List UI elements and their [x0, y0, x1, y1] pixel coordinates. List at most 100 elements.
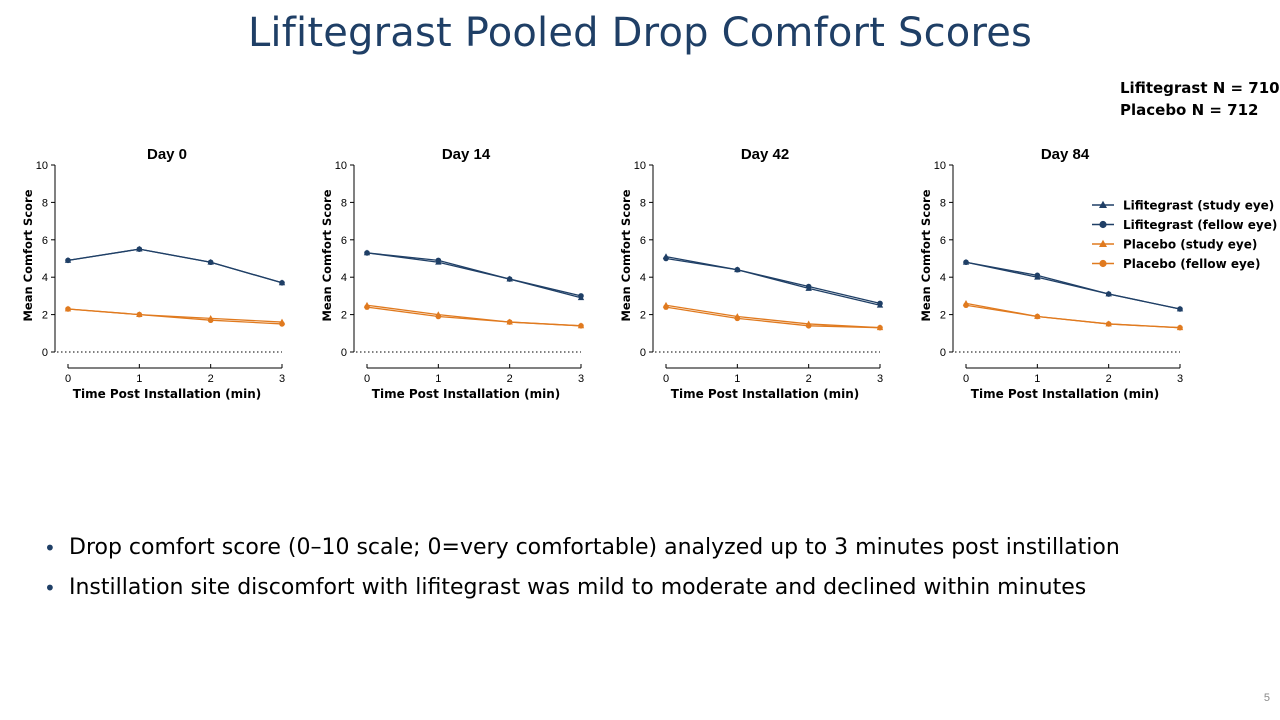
y-tick-label: 8 — [341, 197, 347, 209]
x-tick-label: 2 — [806, 373, 812, 385]
series-line — [665, 304, 881, 329]
legend-label: Placebo (study eye) — [1123, 238, 1257, 252]
y-tick-label: 6 — [640, 235, 646, 247]
data-point — [805, 283, 812, 290]
data-point — [877, 300, 883, 307]
y-tick-label: 4 — [341, 272, 347, 284]
y-tick-label: 2 — [640, 310, 646, 322]
y-tick-label: 0 — [640, 347, 646, 359]
x-tick-label: 2 — [208, 373, 214, 385]
bullet-dot-icon: • — [44, 576, 56, 600]
data-point — [663, 255, 669, 262]
bullet-text: Drop comfort score (0–10 scale; 0=very c… — [69, 535, 1120, 560]
y-tick-label: 10 — [36, 160, 48, 172]
x-axis-label: Time Post Installation (min) — [671, 387, 859, 401]
y-tick-label: 8 — [640, 197, 646, 209]
x-tick-label: 3 — [1177, 373, 1183, 385]
chart-panel: Day 0 0 2 4 6 8 10 0 1 2 3 Time Post Installation (… — [21, 146, 286, 401]
bullet-text: Instillation site discomfort with lifite… — [69, 575, 1087, 600]
legend-marker — [1099, 200, 1107, 208]
y-tick-label: 8 — [42, 197, 48, 209]
y-tick-label: 0 — [42, 347, 48, 359]
legend-marker — [1099, 220, 1107, 229]
data-point — [207, 317, 214, 324]
series-line — [665, 257, 881, 305]
data-point — [136, 311, 143, 318]
y-tick-label: 4 — [640, 272, 646, 284]
y-tick-label: 10 — [934, 160, 946, 172]
data-point — [1034, 272, 1041, 279]
series-line — [665, 306, 881, 329]
chart-title: Day 84 — [1041, 146, 1090, 163]
x-axis-label: Time Post Installation (min) — [971, 387, 1159, 401]
slide-title: Lifitegrast Pooled Drop Comfort Scores — [247, 10, 1033, 56]
chart-panel: Day 84 0 2 4 6 8 10 0 1 2 3 Time Post Installation … — [919, 146, 1184, 401]
y-tick-label: 10 — [634, 160, 646, 172]
chart-panel: Day 14 0 2 4 6 8 10 0 1 2 3 Time Post Installation … — [320, 146, 585, 401]
series-line — [665, 255, 881, 306]
data-point — [1105, 321, 1112, 327]
data-point — [279, 280, 285, 286]
data-point — [663, 304, 669, 310]
data-point — [1034, 313, 1041, 320]
chart-title: Day 0 — [147, 146, 187, 163]
y-tick-label: 2 — [341, 310, 347, 322]
y-tick-label: 0 — [341, 347, 347, 359]
y-tick-label: 6 — [940, 235, 946, 247]
series-line — [67, 308, 283, 325]
data-point — [1177, 324, 1183, 331]
y-tick-label: 4 — [940, 272, 946, 284]
y-tick-label: 6 — [341, 235, 347, 247]
page-number: 5 — [1263, 692, 1270, 704]
x-tick-label: 1 — [136, 373, 142, 385]
series-line — [965, 304, 1181, 329]
legend-marker — [1099, 239, 1107, 247]
series-line — [67, 248, 283, 284]
y-tick-label: 4 — [42, 272, 48, 284]
data-point — [734, 266, 741, 273]
y-axis-label: Mean Comfort Score — [919, 189, 933, 321]
placebo-n-label: Placebo N = 712 — [1120, 101, 1259, 119]
series-line — [366, 252, 582, 297]
data-point — [578, 323, 584, 329]
x-tick-label: 2 — [507, 373, 513, 385]
legend-label: Lifitegrast (fellow eye) — [1123, 218, 1277, 232]
series-line — [965, 261, 1181, 310]
y-tick-label: 2 — [940, 310, 946, 322]
data-point — [364, 304, 370, 310]
x-tick-label: 2 — [1106, 373, 1112, 385]
chart-panel: Day 42 0 2 4 6 8 10 0 1 2 3 Time Post Installation … — [619, 146, 884, 401]
data-point — [877, 324, 883, 331]
x-tick-label: 0 — [65, 373, 71, 385]
y-tick-label: 8 — [940, 197, 946, 209]
legend-label: Lifitegrast (study eye) — [1123, 199, 1274, 213]
y-axis-label: Mean Comfort Score — [21, 189, 35, 321]
x-tick-label: 0 — [364, 373, 370, 385]
data-point — [1105, 291, 1112, 297]
chart-title: Day 42 — [741, 146, 789, 163]
y-tick-label: 2 — [42, 310, 48, 322]
x-tick-label: 1 — [435, 373, 441, 385]
legend-label: Placebo (fellow eye) — [1123, 257, 1260, 271]
data-point — [136, 246, 143, 252]
lifitegrast-n-label: Lifitegrast N = 710 — [1120, 79, 1280, 97]
data-point — [364, 250, 370, 256]
data-point — [65, 306, 71, 312]
series-line — [965, 302, 1181, 329]
x-axis-label: Time Post Installation (min) — [372, 387, 560, 401]
data-point — [734, 315, 741, 322]
x-tick-label: 0 — [963, 373, 969, 385]
sample-size-box: Lifitegrast N = 710 Placebo N = 712 — [1120, 77, 1280, 121]
y-tick-label: 0 — [940, 347, 946, 359]
y-tick-label: 10 — [335, 160, 347, 172]
bullet-item: • Drop comfort score (0–10 scale; 0=very … — [44, 532, 1120, 572]
x-axis-label: Time Post Installation (min) — [73, 387, 261, 401]
y-axis-label: Mean Comfort Score — [320, 189, 334, 321]
x-tick-label: 1 — [734, 373, 740, 385]
legend-marker — [1099, 259, 1107, 268]
data-point — [963, 259, 969, 266]
data-point — [435, 313, 442, 320]
data-point — [963, 302, 969, 309]
series-line — [67, 248, 283, 284]
